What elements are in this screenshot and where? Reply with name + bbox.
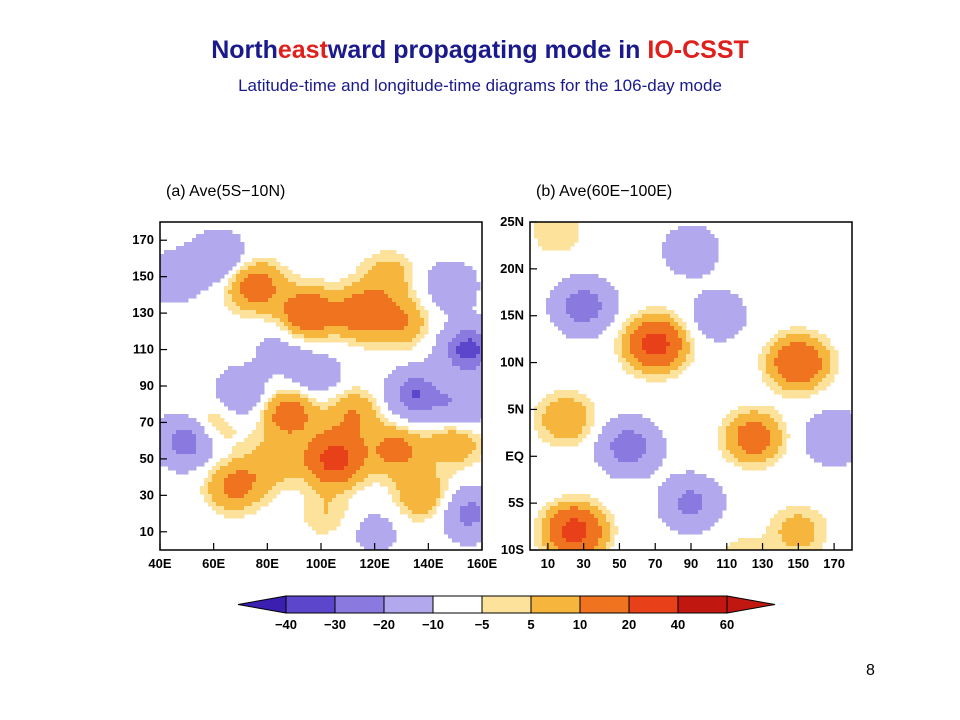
y-tick-label: 20N <box>500 261 524 276</box>
y-tick-label: 70 <box>140 414 154 429</box>
x-tick-label: 50 <box>612 556 626 571</box>
title-part-3: IO-CSST <box>647 36 749 64</box>
title-part-1: east <box>277 36 328 64</box>
y-tick-label: 50 <box>140 451 154 466</box>
colorbar-swatch <box>628 595 679 614</box>
colorbar-arrow-right <box>726 595 776 614</box>
y-tick-label: 90 <box>140 378 154 393</box>
x-tick-label: 60E <box>202 556 225 571</box>
x-tick-label: 170 <box>823 556 845 571</box>
colorbar-label: 5 <box>527 617 534 632</box>
colorbar: −40 −30 −20 −10 −5 5 10 20 40 60 <box>237 595 776 632</box>
title-part-2: ward propagating mode in <box>327 36 648 64</box>
colorbar-label: −30 <box>324 617 346 632</box>
slide-subtitle: Latitude-time and longitude-time diagram… <box>238 76 722 95</box>
colorbar-swatch <box>334 595 385 614</box>
colorbar-label: −5 <box>475 617 490 632</box>
y-tick-label: 110 <box>133 342 154 357</box>
y-tick-label: 130 <box>132 305 154 320</box>
x-tick-label: 130 <box>752 556 774 571</box>
field-b <box>534 222 852 550</box>
y-tick-label: EQ <box>505 448 524 463</box>
page-number: 8 <box>866 662 875 679</box>
colorbar-label: −10 <box>422 617 444 632</box>
y-tick-label: 5S <box>508 495 524 510</box>
field-a <box>160 230 482 550</box>
colorbar-label: 40 <box>671 617 685 632</box>
x-tick-label: 140E <box>413 556 444 571</box>
y-tick-label: 10N <box>500 355 524 370</box>
colorbar-swatch <box>383 595 434 614</box>
y-tick-label: 150 <box>132 269 154 284</box>
colorbar-swatch <box>579 595 630 614</box>
x-tick-label: 160E <box>467 556 498 571</box>
colorbar-label: −40 <box>275 617 297 632</box>
y-tick-label: 25N <box>500 214 524 229</box>
colorbar-swatch <box>677 595 728 614</box>
title-part-0: North <box>211 36 278 64</box>
colorbar-swatch <box>285 595 336 614</box>
panel-title-a: (a) Ave(5S−10N) <box>166 183 285 200</box>
colorbar-swatch <box>481 595 532 614</box>
x-tick-label: 70 <box>648 556 662 571</box>
x-tick-label: 80E <box>256 556 279 571</box>
x-tick-label: 100E <box>306 556 337 571</box>
colorbar-swatch <box>432 595 483 614</box>
panel-title-b: (b) Ave(60E−100E) <box>536 183 672 200</box>
panel-b-latitude-time: (b) Ave(60E−100E) 10 30 50 70 90 110 130 150 170 1… <box>500 183 853 571</box>
y-tick-label: 15N <box>500 308 524 323</box>
x-tick-label: 110 <box>716 556 737 571</box>
colorbar-label: 60 <box>720 617 734 632</box>
slide-title: Northeastward propagating mode in IO-CSS… <box>0 36 960 65</box>
x-tick-label: 10 <box>541 556 555 571</box>
colorbar-label: −20 <box>373 617 395 632</box>
y-tick-label: 10S <box>501 542 524 557</box>
colorbar-label: 20 <box>622 617 636 632</box>
x-tick-label: 40E <box>148 556 171 571</box>
y-tick-label: 30 <box>140 487 154 502</box>
y-tick-label: 170 <box>132 232 154 247</box>
x-tick-label: 150 <box>787 556 809 571</box>
x-tick-label: 90 <box>684 556 698 571</box>
x-tick-label: 120E <box>359 556 390 571</box>
colorbar-swatch <box>530 595 581 614</box>
colorbar-arrow-left <box>237 595 287 614</box>
colorbar-label: 10 <box>573 617 587 632</box>
x-tick-label: 30 <box>576 556 590 571</box>
y-tick-label: 10 <box>140 524 154 539</box>
y-tick-label: 5N <box>507 401 524 416</box>
panel-a-longitude-time: (a) Ave(5S−10N) 40E 60E 80E 100E 120E 140E 160E… <box>132 183 497 571</box>
